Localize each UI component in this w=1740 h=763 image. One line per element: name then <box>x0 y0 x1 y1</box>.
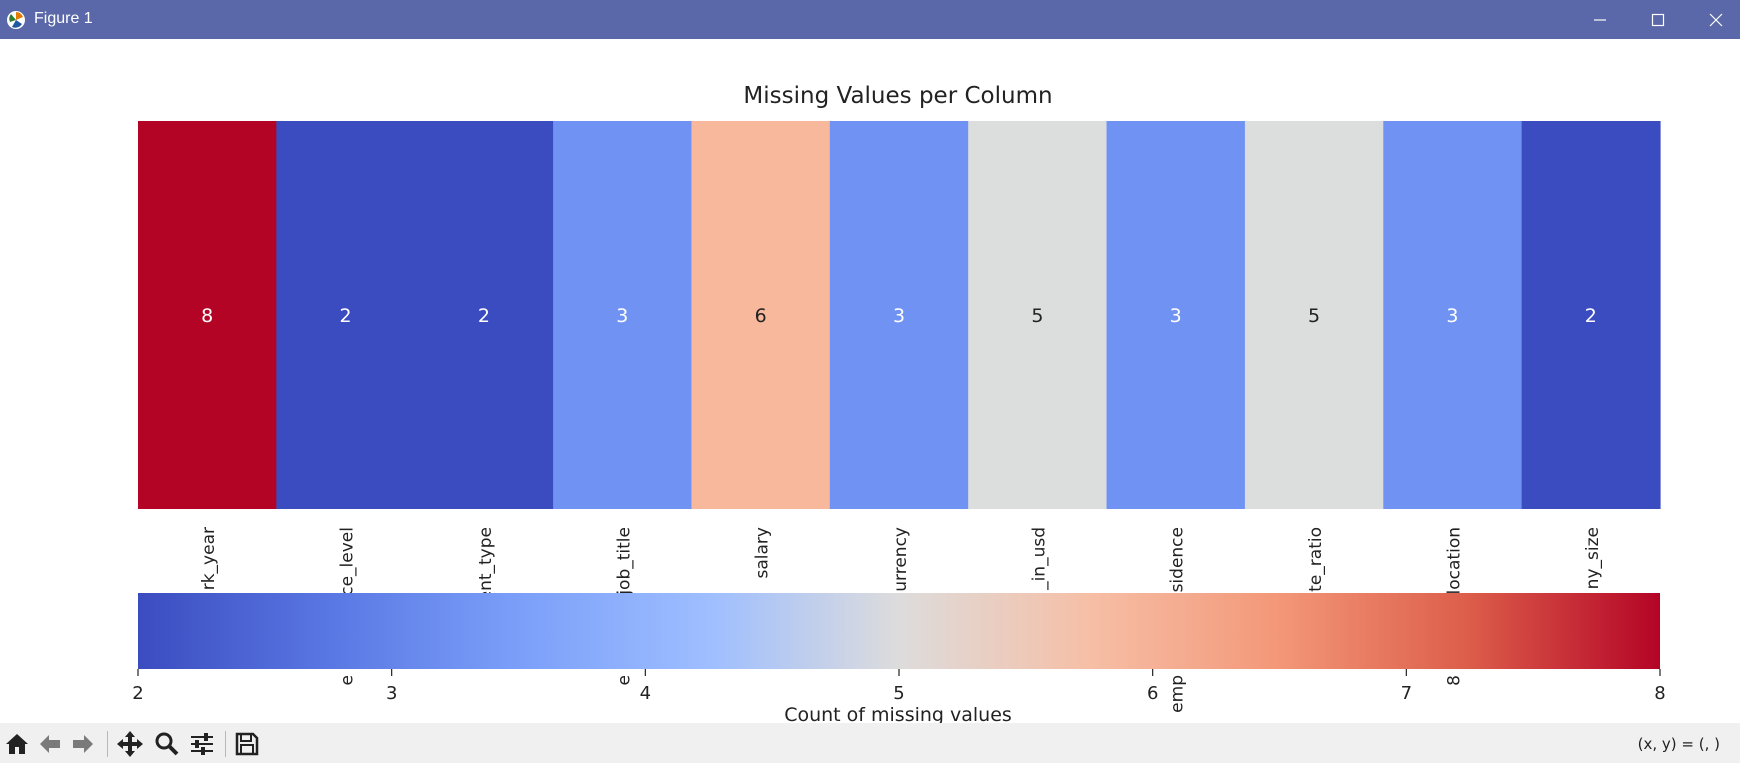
heatmap-cell <box>1106 121 1246 509</box>
pan-icon <box>117 731 143 757</box>
colorbar-tick-label: 8 <box>1654 683 1665 704</box>
cell-value-label: 5 <box>1031 305 1043 327</box>
save-button[interactable] <box>232 729 262 759</box>
home-button[interactable] <box>2 729 32 759</box>
colorbar-tick-label: 4 <box>640 683 651 704</box>
cell-value-label: 3 <box>1446 305 1458 327</box>
zoom-button[interactable] <box>152 729 182 759</box>
chart-title: Missing Values per Column <box>743 83 1052 109</box>
heatmap-cell <box>829 121 969 509</box>
heatmap-cell <box>414 121 554 509</box>
cell-value-label: 6 <box>755 305 767 327</box>
cell-value-label: 2 <box>478 305 490 327</box>
x-tick-label: ce_level <box>338 527 358 596</box>
heatmap-cell <box>553 121 693 509</box>
cell-value-label: 3 <box>893 305 905 327</box>
heatmap-cell <box>691 121 831 509</box>
x-tick-labels: rk_year ce_level ent_type job_title salary ur… <box>199 527 1603 601</box>
heatmap-cell <box>276 121 416 509</box>
figure-canvas[interactable]: Missing Values per Column 8 2 2 3 6 3 5 3 5 3 2 rk… <box>0 39 1740 723</box>
x-tick-label: te_ratio <box>1306 527 1326 592</box>
overlapping-tick-fragments: e e emp 8 <box>338 675 1465 713</box>
x-tick-label-fragment: 8 <box>1444 675 1464 686</box>
forward-button[interactable] <box>68 729 98 759</box>
home-icon <box>6 734 28 754</box>
configure-icon <box>191 733 213 755</box>
heatmap-cell <box>138 121 277 509</box>
toolbar-separator <box>225 731 226 757</box>
x-tick-label: ny_size <box>1583 527 1603 589</box>
heatmap-cell <box>968 121 1108 509</box>
maximize-icon <box>1651 13 1665 26</box>
x-tick-label-fragment: e <box>338 675 358 685</box>
cell-value-label: 8 <box>201 305 213 327</box>
heatmap-cells: 8 2 2 3 6 3 5 3 5 3 2 <box>138 121 1661 509</box>
back-icon <box>40 735 60 753</box>
colorbar-tick-label: 7 <box>1401 683 1412 704</box>
x-tick-label: salary <box>753 527 773 578</box>
colorbar-tick-label: 6 <box>1147 683 1158 704</box>
cell-value-label: 3 <box>1170 305 1182 327</box>
x-tick-label-fragment: emp <box>1168 675 1188 713</box>
cell-value-label: 3 <box>616 305 628 327</box>
cell-value-label: 5 <box>1308 305 1320 327</box>
cursor-coordinates: (x, y) = (, ) <box>1637 735 1720 753</box>
x-tick-label: sidence <box>1168 527 1188 592</box>
zoom-icon <box>155 732 179 756</box>
x-tick-label-fragment: e <box>614 675 634 685</box>
matplotlib-logo-icon <box>7 11 25 29</box>
cell-value-label: 2 <box>339 305 351 327</box>
heatmap-cell <box>1244 121 1384 509</box>
close-button[interactable] <box>1687 0 1740 39</box>
minimize-button[interactable] <box>1571 0 1629 39</box>
colorbar-tick-label: 3 <box>386 683 397 704</box>
heatmap-chart: Missing Values per Column 8 2 2 3 6 3 5 3 5 3 2 rk… <box>132 83 1666 723</box>
pan-button[interactable] <box>115 729 145 759</box>
forward-icon <box>73 735 93 753</box>
x-tick-label: ent_type <box>476 527 496 601</box>
maximize-button[interactable] <box>1629 0 1687 39</box>
heatmap-cell <box>1383 121 1523 509</box>
window-title: Figure 1 <box>34 10 93 27</box>
minimize-icon <box>1594 18 1606 21</box>
x-tick-label: job_title <box>614 527 634 596</box>
close-icon <box>1709 13 1723 26</box>
colorbar-label: Count of missing values <box>784 704 1012 723</box>
x-tick-label: location <box>1444 527 1464 594</box>
configure-button[interactable] <box>187 729 217 759</box>
window-titlebar: Figure 1 <box>0 0 1740 39</box>
heatmap-cell <box>1521 121 1661 509</box>
cell-value-label: 2 <box>1585 305 1597 327</box>
back-button[interactable] <box>35 729 65 759</box>
colorbar-tick-label: 2 <box>132 683 143 704</box>
colorbar-ticks: 2 3 4 5 6 7 8 <box>132 669 1666 704</box>
navigation-toolbar: (x, y) = (, ) <box>0 723 1740 763</box>
colorbar-tick-label: 5 <box>893 683 904 704</box>
save-icon <box>235 732 259 756</box>
colorbar <box>138 593 1660 669</box>
toolbar-separator <box>107 731 108 757</box>
x-tick-label: _in_usd <box>1029 527 1049 591</box>
x-tick-label: urrency <box>891 527 911 592</box>
x-tick-label: rk_year <box>199 527 219 590</box>
